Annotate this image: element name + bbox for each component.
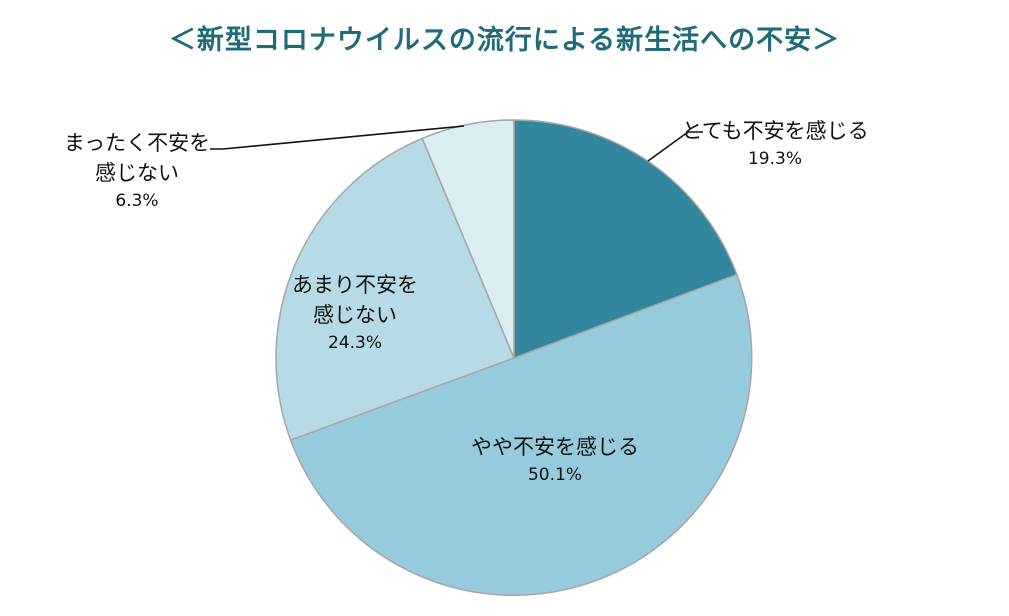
leader-line-not-anxious-at-all — [210, 125, 465, 150]
leader-lines — [210, 125, 703, 162]
pie-slices — [275, 119, 753, 597]
slice-label-not-anxious-at-all: まったく不安を 感じない 6.3% — [52, 128, 222, 214]
slice-not-very-anxious — [275, 137, 515, 441]
slice-label-somewhat-anxious: やや不安を感じる 50.1% — [420, 432, 690, 488]
slice-label-very-anxious: とても不安を感じる 19.3% — [640, 116, 910, 172]
slice-value-not-anxious-at-all: 6.3% — [115, 191, 159, 211]
slice-value-very-anxious: 19.3% — [747, 149, 802, 169]
slice-label-not-very-anxious: あまり不安を 感じない 24.3% — [255, 270, 455, 356]
slice-category-not-anxious-at-all-line1: まったく不安を — [63, 131, 211, 155]
slice-very-anxious — [513, 119, 738, 360]
slice-somewhat-anxious — [289, 273, 753, 597]
leader-line-very-anxious — [647, 131, 703, 162]
slice-category-very-anxious: とても不安を感じる — [681, 119, 869, 143]
slice-not-anxious-at-all — [421, 119, 515, 359]
slice-category-not-anxious-at-all-line2: 感じない — [95, 161, 179, 185]
slice-category-not-very-anxious-line1: あまり不安を — [292, 273, 418, 297]
slice-category-not-very-anxious-line2: 感じない — [313, 303, 397, 327]
slice-value-not-very-anxious: 24.3% — [327, 333, 382, 353]
chart-title: ＜新型コロナウイルスの流行による新生活への不安＞ — [168, 25, 841, 56]
slice-category-somewhat-anxious: やや不安を感じる — [471, 435, 639, 459]
slice-value-somewhat-anxious: 50.1% — [527, 465, 582, 485]
